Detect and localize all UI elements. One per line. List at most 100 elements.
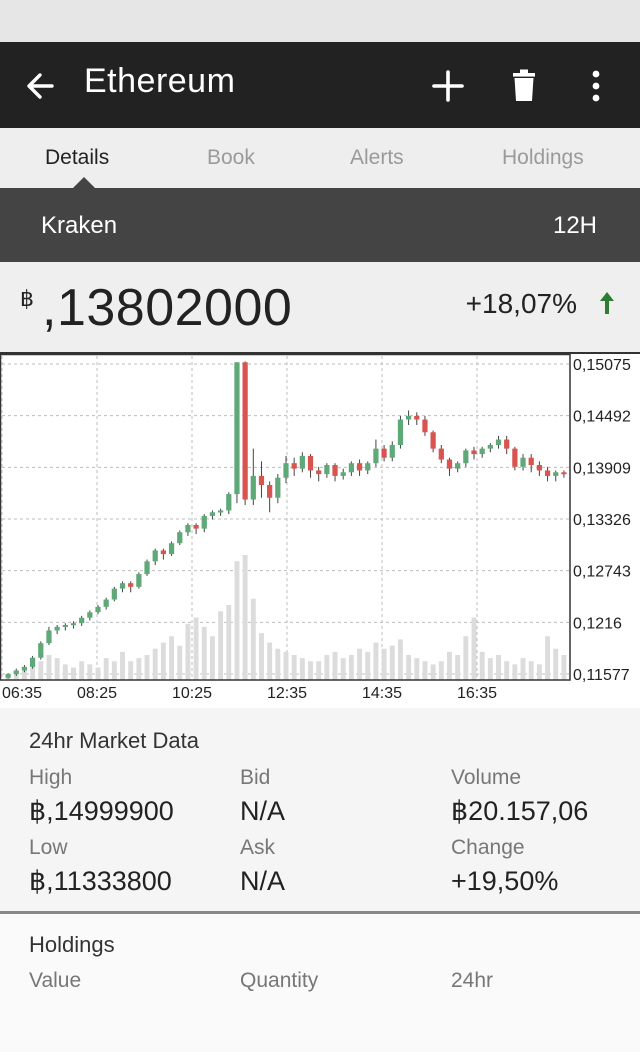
volume-bar: [520, 658, 526, 680]
price-chart[interactable]: 0,15075 0,14492 0,13909 0,13326 0,12743 0,121…: [0, 354, 640, 708]
candle-body: [168, 543, 175, 555]
volume-bar: [54, 658, 60, 680]
candle-body: [324, 465, 330, 475]
y-tick-label: 0,14492: [573, 409, 631, 426]
candle-body: [38, 643, 44, 658]
candle-body: [430, 432, 436, 449]
volume-bar: [111, 661, 117, 680]
status-bar: [0, 0, 640, 42]
x-tick-label: 16:35: [457, 685, 497, 702]
candle-body: [21, 666, 28, 671]
volume-bar: [234, 561, 240, 680]
candle-body: [226, 494, 232, 511]
volume-bar: [267, 642, 273, 680]
candle-body: [136, 574, 142, 587]
back-arrow-icon[interactable]: [22, 66, 62, 106]
volume-bar: [365, 651, 371, 680]
candle-body: [267, 485, 273, 498]
volume-bar: [512, 664, 518, 680]
tab-book[interactable]: Book: [207, 146, 255, 169]
change-value: +19,50%: [451, 866, 559, 896]
candle-body: [283, 463, 289, 478]
timeframe-selector[interactable]: 12H: [552, 212, 597, 239]
market-data-title: 24hr Market Data: [29, 728, 199, 753]
volume-bar: [46, 655, 52, 680]
volume-bar: [185, 623, 191, 680]
volume-bar: [283, 651, 289, 680]
candle-body: [152, 550, 158, 562]
volume-bar: [545, 636, 551, 680]
volume-bar: [242, 555, 248, 680]
candle-body: [438, 448, 444, 460]
bid-value: N/A: [240, 796, 286, 826]
candle-body: [536, 465, 543, 471]
holdings-panel: Holdings Value Quantity 24hr: [0, 914, 640, 1052]
candle-body: [95, 606, 101, 613]
x-tick-label: 14:35: [362, 685, 402, 702]
candle-body: [553, 472, 559, 476]
volume-value: ฿20.157,06: [451, 796, 589, 826]
tab-alerts[interactable]: Alerts: [350, 146, 404, 169]
current-price: ,13802000: [42, 279, 293, 337]
y-tick-label: 0,13326: [573, 512, 631, 529]
candle-body: [561, 472, 567, 475]
candle-body: [13, 670, 19, 675]
candle-body: [422, 419, 428, 433]
volume-bar: [536, 664, 542, 680]
ask-label: Ask: [240, 836, 276, 859]
volume-bar: [201, 626, 207, 680]
candle-body: [87, 612, 93, 618]
candle-body: [217, 510, 224, 513]
volume-bar: [381, 648, 387, 680]
candle-body: [258, 475, 265, 485]
tab-details[interactable]: Details: [45, 146, 110, 169]
volume-bar: [275, 648, 281, 680]
volume-bar: [324, 655, 330, 680]
volume-bar: [193, 617, 199, 680]
add-icon[interactable]: [426, 64, 470, 108]
candle-body: [111, 588, 117, 600]
candle-body: [365, 463, 371, 471]
holdings-24hr-label: 24hr: [451, 969, 494, 992]
holdings-title: Holdings: [29, 932, 115, 957]
volume-bar: [152, 648, 158, 680]
candle-body: [79, 617, 85, 624]
volume-bar: [561, 655, 567, 680]
volume-bar: [87, 664, 93, 680]
exchange-name[interactable]: Kraken: [41, 212, 118, 239]
more-options-icon[interactable]: [574, 64, 618, 108]
volume-bar: [128, 661, 134, 680]
exchange-bar[interactable]: Kraken 12H: [0, 188, 640, 262]
y-tick-label: 0,11577: [573, 667, 630, 684]
plot-frame: [0, 354, 571, 681]
volume-bar: [471, 617, 477, 680]
ask-value: N/A: [240, 866, 286, 896]
candle-body: [209, 512, 216, 516]
candle-body: [414, 415, 420, 420]
volume-bar: [79, 661, 85, 680]
tab-holdings[interactable]: Holdings: [502, 146, 584, 169]
candle-body: [340, 472, 346, 476]
candle-body: [193, 525, 199, 529]
volume-bar: [373, 642, 379, 680]
volume-bar: [259, 633, 264, 680]
y-tick-label: 0,12743: [573, 564, 631, 581]
candle-body: [471, 450, 477, 455]
candle-body: [389, 445, 395, 458]
volume-bar: [136, 658, 142, 680]
candle-body: [479, 448, 485, 455]
volume-label: Volume: [451, 766, 522, 789]
candle-body: [103, 599, 109, 607]
volume-bar: [397, 639, 403, 680]
volume-bar: [21, 667, 27, 680]
candlestick-chart[interactable]: 0,15075 0,14492 0,13909 0,13326 0,12743 0,121…: [0, 354, 640, 708]
candle-body: [528, 457, 534, 465]
holdings-value-label: Value: [29, 969, 82, 992]
price-row: ฿ ,13802000 +18,07%: [0, 262, 640, 354]
candle-body: [520, 457, 526, 467]
x-tick-label: 10:25: [172, 685, 212, 702]
tab-indicator: [73, 177, 95, 188]
delete-icon[interactable]: [502, 64, 546, 108]
candle-body: [185, 525, 191, 533]
volume-bar: [504, 661, 510, 680]
